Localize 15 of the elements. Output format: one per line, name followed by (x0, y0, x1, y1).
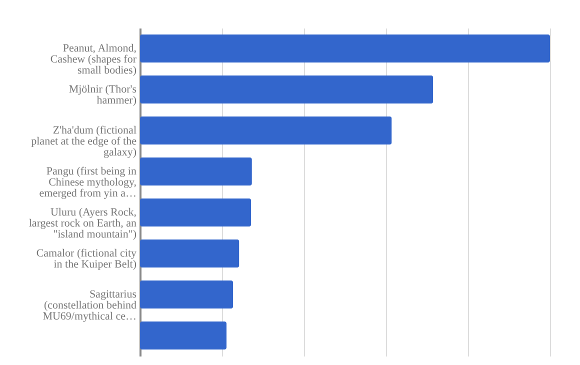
bar (140, 116, 392, 144)
bar (140, 158, 252, 186)
bar (140, 322, 227, 350)
bar (140, 76, 434, 104)
bar (140, 280, 234, 308)
y-tick-label: Peanut, Almond, Cashew (shapes for small bodies) (50, 42, 137, 76)
y-tick-label: Uluru (Ayers Rock, largest rock on Earth, an "island mountain") (28, 206, 137, 240)
y-tick-label: Camalor (fictional city in the Kuiper Belt) (36, 248, 137, 270)
y-tick-label: Z'ha'dum (fictional planet at the edge of the galaxy) (31, 124, 137, 158)
bar (140, 240, 240, 268)
bar (140, 34, 550, 62)
y-tick-label: Sagittarius (constellation behind MU69/mythical ce… (42, 288, 137, 322)
bar (140, 198, 252, 226)
y-tick-label: Pangu (first being in Chinese mythology, emerged from yin a… (39, 166, 137, 200)
y-tick-label: Mjölnir (Thor's hammer) (68, 84, 137, 106)
